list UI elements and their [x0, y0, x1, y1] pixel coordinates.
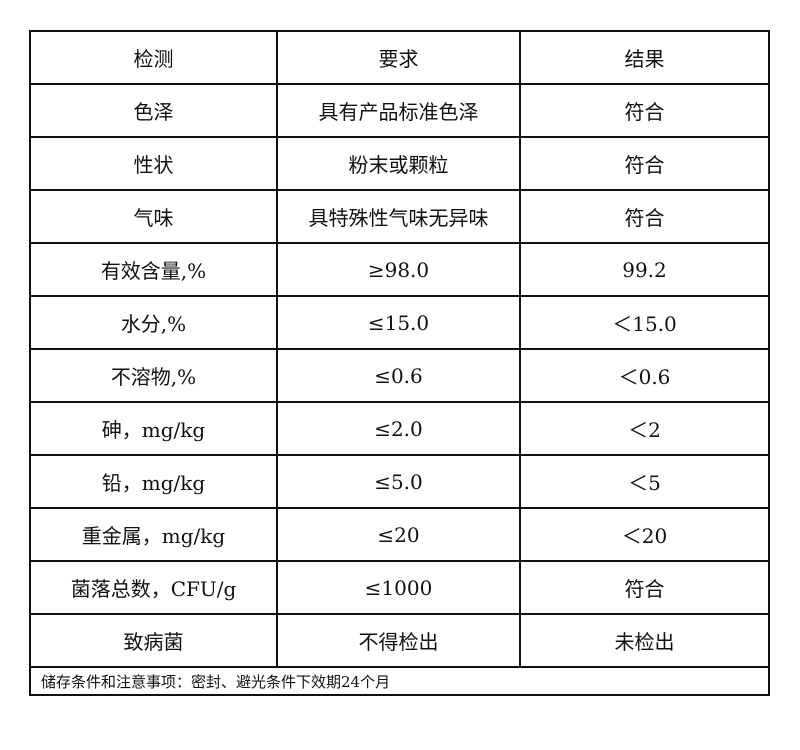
cell-item: 性状: [29, 136, 278, 191]
cell-result: ＜15.0: [519, 295, 770, 350]
table-row: 有效含量,% ≥98.0 99.2: [29, 242, 770, 297]
cell-item: 有效含量,%: [29, 242, 278, 297]
cell-item: 气味: [29, 189, 278, 244]
cell-result: ＜2: [519, 401, 770, 456]
cell-result: ＜5: [519, 454, 770, 509]
cell-requirement: ≤5.0: [276, 454, 521, 509]
cell-item: 不溶物,%: [29, 348, 278, 403]
table-row: 致病菌 不得检出 未检出: [29, 613, 770, 668]
table-row: 色泽 具有产品标准色泽 符合: [29, 83, 770, 138]
cell-requirement: ≥98.0: [276, 242, 521, 297]
storage-note: 储存条件和注意事项：密封、避光条件下效期24个月: [29, 666, 770, 696]
cell-item: 色泽: [29, 83, 278, 138]
cell-result: ＜20: [519, 507, 770, 562]
cell-requirement: 具特殊性气味无异味: [276, 189, 521, 244]
table-row: 性状 粉末或颗粒 符合: [29, 136, 770, 191]
cell-requirement: 粉末或颗粒: [276, 136, 521, 191]
cell-result: 符合: [519, 83, 770, 138]
cell-result: 符合: [519, 560, 770, 615]
cell-requirement: ≤2.0: [276, 401, 521, 456]
cell-result: 符合: [519, 189, 770, 244]
cell-requirement: ≤1000: [276, 560, 521, 615]
cell-item: 铅，mg/kg: [29, 454, 278, 509]
header-row: 检测 要求 结果: [29, 30, 770, 85]
table-row: 不溶物,% ≤0.6 ＜0.6: [29, 348, 770, 403]
cell-result: ＜0.6: [519, 348, 770, 403]
table-row: 重金属，mg/kg ≤20 ＜20: [29, 507, 770, 562]
cell-item: 致病菌: [29, 613, 278, 668]
footer-row: 储存条件和注意事项：密封、避光条件下效期24个月: [29, 666, 770, 696]
cell-result: 符合: [519, 136, 770, 191]
cell-item: 砷，mg/kg: [29, 401, 278, 456]
table-row: 水分,% ≤15.0 ＜15.0: [29, 295, 770, 350]
cell-requirement: 不得检出: [276, 613, 521, 668]
inspection-table: 检测 要求 结果 色泽 具有产品标准色泽 符合 性状 粉末或颗粒 符合 气味 具特殊性气味无异…: [29, 30, 770, 696]
cell-item: 菌落总数，CFU/g: [29, 560, 278, 615]
table-row: 铅，mg/kg ≤5.0 ＜5: [29, 454, 770, 509]
cell-requirement: ≤15.0: [276, 295, 521, 350]
header-requirement: 要求: [276, 30, 521, 85]
cell-requirement: ≤20: [276, 507, 521, 562]
cell-result: 未检出: [519, 613, 770, 668]
cell-requirement: 具有产品标准色泽: [276, 83, 521, 138]
header-result: 结果: [519, 30, 770, 85]
cell-item: 水分,%: [29, 295, 278, 350]
cell-result: 99.2: [519, 242, 770, 297]
table-row: 气味 具特殊性气味无异味 符合: [29, 189, 770, 244]
cell-requirement: ≤0.6: [276, 348, 521, 403]
table-row: 砷，mg/kg ≤2.0 ＜2: [29, 401, 770, 456]
header-item: 检测: [29, 30, 278, 85]
cell-item: 重金属，mg/kg: [29, 507, 278, 562]
table-row: 菌落总数，CFU/g ≤1000 符合: [29, 560, 770, 615]
